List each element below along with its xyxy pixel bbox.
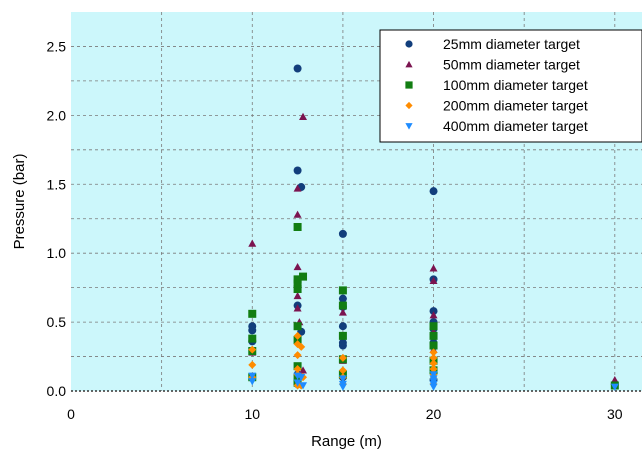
- data-point: [429, 364, 438, 373]
- x-axis-title: Range (m): [311, 433, 382, 450]
- data-point: [248, 378, 257, 386]
- y-tick-label: 2.5: [47, 38, 67, 54]
- legend-item: 400mm diameter target: [405, 118, 588, 134]
- data-point: [429, 322, 438, 331]
- y-tick-label: 1.0: [47, 245, 67, 261]
- data-point: [338, 286, 347, 295]
- legend-marker: [405, 60, 413, 68]
- data-point: [429, 341, 438, 350]
- y-tick-label: 2.0: [47, 107, 67, 123]
- data-point: [299, 112, 308, 120]
- y-tick-label: 0.0: [47, 383, 67, 399]
- legend-label: 400mm diameter target: [443, 118, 588, 134]
- data-point: [293, 336, 302, 345]
- legend-marker: [405, 81, 413, 89]
- data-point: [610, 383, 619, 391]
- data-point: [299, 366, 308, 374]
- data-point: [338, 308, 347, 316]
- data-points: [248, 64, 619, 391]
- data-point: [293, 64, 302, 73]
- x-tick-label: 0: [67, 406, 75, 422]
- data-point: [293, 279, 302, 288]
- data-point: [293, 275, 302, 284]
- data-point: [429, 307, 438, 316]
- data-point: [293, 222, 302, 231]
- legend-marker: [405, 101, 413, 110]
- data-point: [338, 301, 347, 310]
- x-tick-label: 20: [426, 406, 442, 422]
- x-tick-label: 30: [607, 406, 623, 422]
- legend-item: 200mm diameter target: [405, 98, 588, 114]
- data-point: [297, 342, 306, 351]
- legend-items: 25mm diameter target 50mm diameter target…: [405, 36, 588, 134]
- y-axis-title: Pressure (bar): [11, 154, 28, 250]
- data-point: [338, 322, 347, 331]
- y-tick-label: 0.5: [47, 314, 67, 330]
- data-point: [338, 375, 347, 383]
- data-point: [293, 210, 302, 218]
- data-point: [293, 184, 302, 192]
- data-point: [248, 372, 257, 380]
- data-point: [429, 371, 438, 379]
- data-point: [248, 360, 257, 369]
- data-point: [429, 187, 438, 196]
- legend-item: 100mm diameter target: [405, 77, 588, 93]
- data-point: [338, 353, 347, 362]
- data-point: [429, 383, 438, 391]
- data-point: [293, 331, 302, 340]
- data-point: [338, 331, 347, 340]
- legend-label: 25mm diameter target: [443, 36, 580, 52]
- data-point: [248, 239, 257, 247]
- legend-box: [379, 29, 642, 143]
- data-point: [338, 294, 347, 303]
- legend-label: 50mm diameter target: [443, 57, 580, 73]
- data-point: [293, 364, 302, 373]
- data-point: [293, 379, 302, 387]
- legend-label: 200mm diameter target: [443, 98, 588, 114]
- data-point: [429, 348, 438, 357]
- data-point: [299, 382, 308, 390]
- y-tick-label: 1.5: [47, 176, 67, 192]
- y-axis-ticks: 0.0 0.5 1.0 1.5 2.0 2.5: [47, 38, 67, 399]
- data-point: [429, 331, 438, 340]
- data-point: [293, 262, 302, 271]
- data-point: [338, 383, 347, 391]
- data-point: [293, 285, 302, 294]
- data-point: [293, 322, 302, 331]
- data-point: [429, 264, 438, 272]
- data-point: [248, 345, 257, 354]
- data-point: [248, 326, 257, 335]
- data-point: [293, 166, 302, 175]
- data-point: [299, 272, 308, 281]
- data-point: [293, 304, 302, 312]
- data-point: [293, 351, 302, 360]
- legend-marker: [405, 40, 413, 48]
- data-point: [338, 229, 347, 238]
- legend-item: 50mm diameter target: [405, 57, 580, 73]
- series-5: [248, 371, 619, 391]
- legend-label: 100mm diameter target: [443, 77, 588, 93]
- data-point: [293, 291, 302, 300]
- legend: 25mm diameter target 50mm diameter target…: [379, 29, 642, 143]
- legend-item: 25mm diameter target: [405, 36, 580, 52]
- data-point: [338, 366, 347, 375]
- x-tick-label: 10: [244, 406, 260, 422]
- legend-marker: [405, 123, 413, 130]
- data-point: [429, 276, 438, 284]
- data-point: [429, 353, 438, 362]
- data-point: [610, 375, 619, 384]
- x-axis-ticks: 0 10 20 30: [67, 406, 623, 422]
- data-point: [248, 309, 257, 318]
- data-point: [429, 359, 438, 368]
- data-point: [297, 374, 306, 382]
- data-point: [248, 334, 257, 343]
- data-point: [429, 311, 438, 319]
- data-point: [338, 341, 347, 350]
